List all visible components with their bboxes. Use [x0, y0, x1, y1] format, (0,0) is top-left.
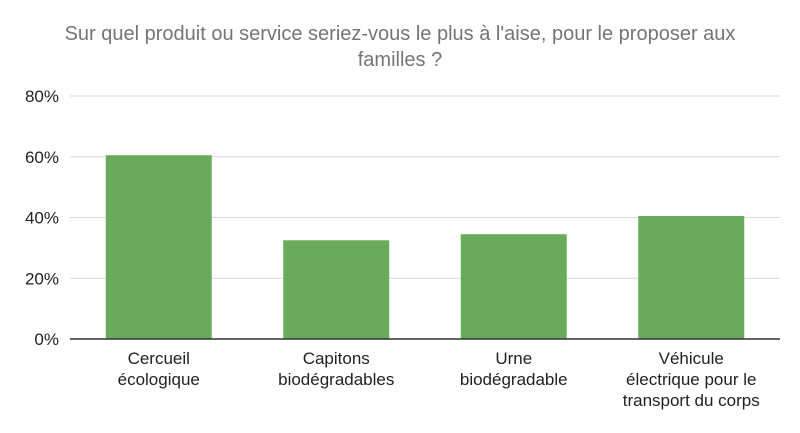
bars — [105, 155, 745, 339]
x-category-label: écologique — [118, 370, 200, 389]
y-tick-label: 0% — [34, 330, 59, 349]
y-axis-tick-labels: 0% 20% 40% 60% 80% — [25, 87, 59, 349]
chart-title: Sur quel produit ou service seriez-vous … — [65, 23, 736, 71]
x-axis-category-labels: Cercueil écologique Capitons biodégradables… — [118, 349, 760, 410]
x-category-label: transport du corps — [623, 391, 760, 410]
x-category-label: biodégradables — [278, 370, 394, 389]
x-category-label: électrique pour le — [626, 370, 756, 389]
bar-4 — [638, 215, 745, 339]
y-tick-label: 60% — [25, 148, 59, 167]
chart-title-line: Sur quel produit ou service seriez-vous … — [65, 23, 736, 45]
bar-3 — [460, 234, 567, 339]
chart-title-line: familles ? — [358, 49, 442, 71]
x-category-label: Cercueil — [128, 349, 190, 368]
bar-2 — [283, 240, 390, 339]
bar-1 — [105, 155, 212, 339]
y-tick-label: 40% — [25, 209, 59, 228]
x-category-label: Urne — [495, 349, 532, 368]
y-tick-label: 80% — [25, 87, 59, 106]
x-category-label: Capitons — [303, 349, 370, 368]
x-category-label: Véhicule — [659, 349, 724, 368]
y-tick-label: 20% — [25, 269, 59, 288]
x-category-label: biodégradable — [460, 370, 568, 389]
